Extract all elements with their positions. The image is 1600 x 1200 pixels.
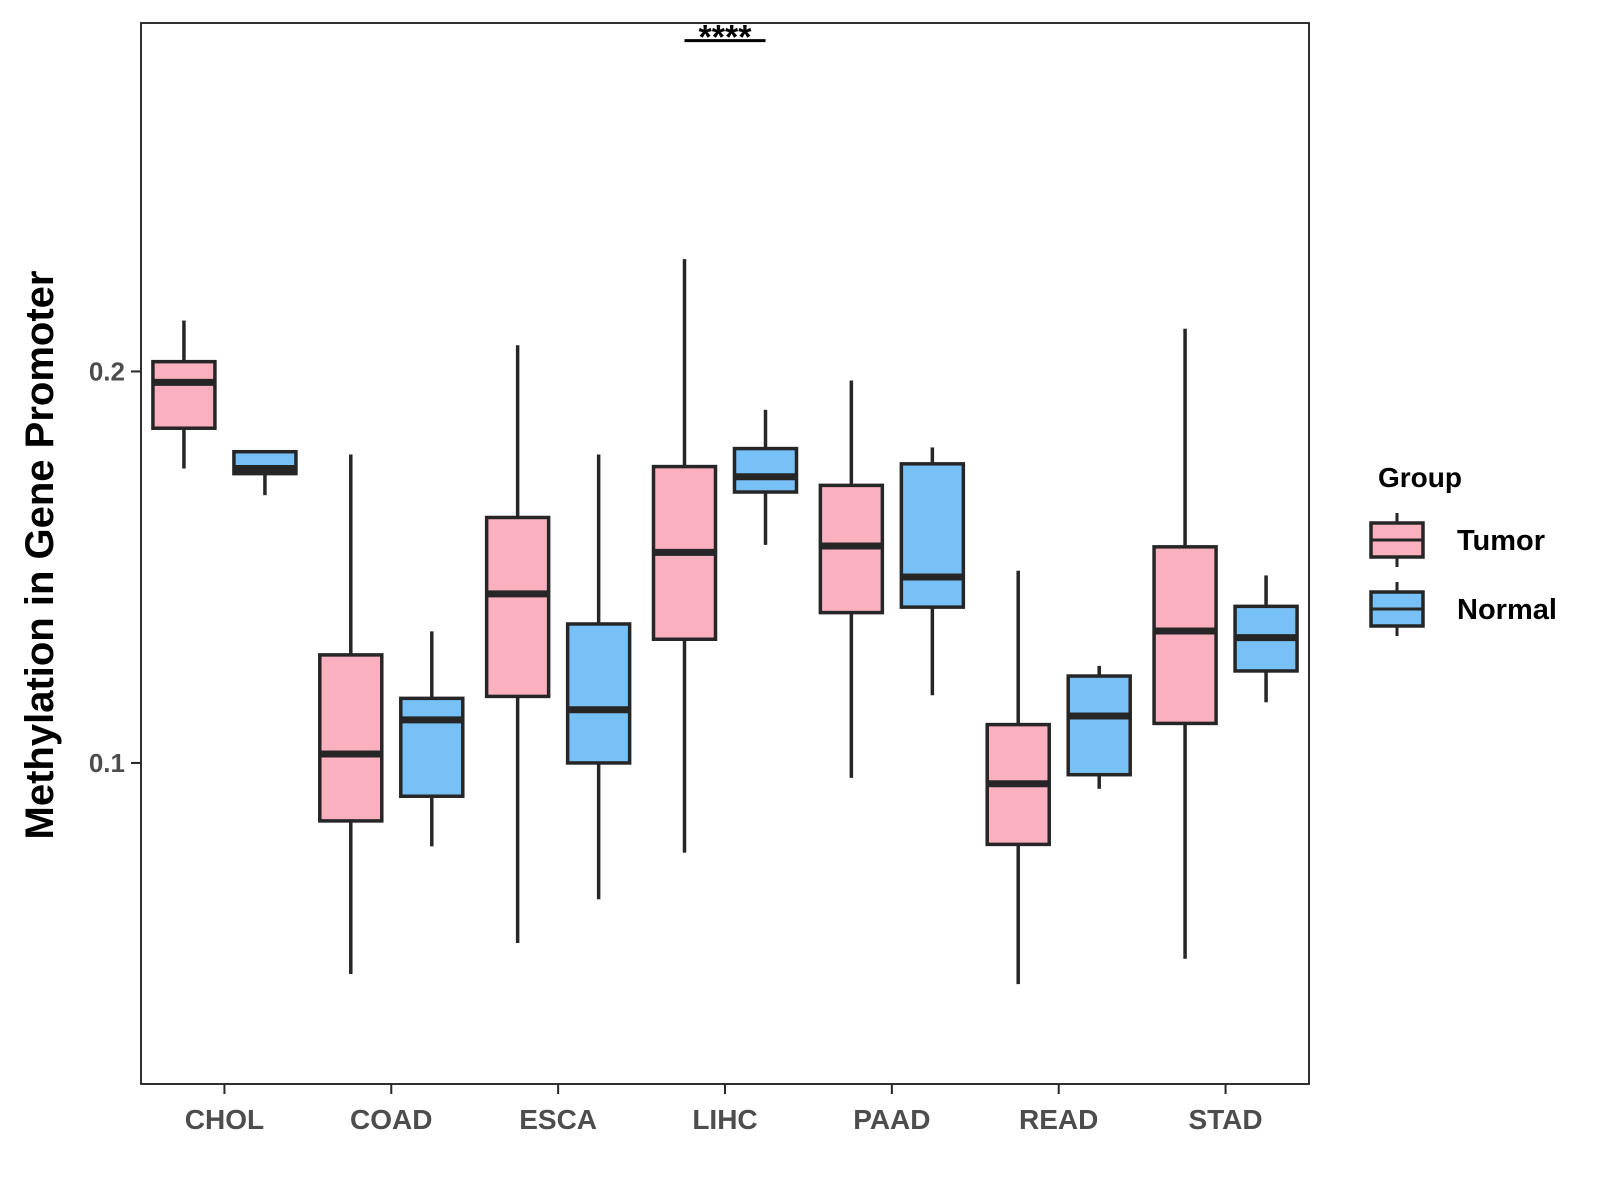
box-normal-read: [1066, 665, 1132, 789]
box-iqr: [318, 653, 384, 823]
x-tick-label-stad: STAD: [1188, 1104, 1262, 1135]
x-tick-label-coad: COAD: [350, 1104, 432, 1135]
box-normal-paad: [899, 447, 966, 696]
legend-label: Tumor: [1457, 525, 1545, 557]
y-tick-label: 0.1: [89, 748, 125, 778]
box-normal-lihc: [732, 409, 799, 545]
box-normal-stad: [1233, 575, 1299, 703]
box-normal-esca: [565, 454, 632, 900]
box-tumor-coad: [318, 454, 384, 974]
box-iqr: [1152, 545, 1218, 726]
box-normal-chol: [232, 449, 298, 496]
box-iqr: [484, 515, 551, 699]
legend-title: Group: [1378, 462, 1462, 493]
legend-label: Normal: [1457, 594, 1557, 626]
significance-label: ****: [699, 19, 753, 57]
box-tumor-paad: [818, 380, 885, 778]
legend-item-tumor: Tumor: [1369, 513, 1545, 567]
box-iqr: [151, 359, 217, 430]
box-series-group: [151, 259, 1299, 985]
x-tick-label-chol: CHOL: [185, 1104, 264, 1135]
box-iqr: [899, 462, 966, 609]
box-iqr: [399, 696, 465, 798]
x-tick-label-paad: PAAD: [853, 1104, 930, 1135]
y-axis: 0.1 0.2: [89, 356, 141, 778]
y-tick-label: 0.2: [89, 356, 125, 386]
box-tumor-read: [985, 570, 1051, 985]
box-normal-coad: [399, 631, 465, 847]
box-tumor-chol: [151, 320, 217, 469]
x-tick-label-read: READ: [1019, 1104, 1098, 1135]
legend: Group Tumor Normal: [1369, 462, 1557, 636]
legend-item-normal: Normal: [1369, 582, 1557, 636]
box-tumor-lihc: [651, 259, 718, 853]
y-axis-title: Methylation in Gene Promoter: [18, 271, 62, 840]
box-tumor-stad: [1152, 328, 1218, 959]
x-tick-label-lihc: LIHC: [692, 1104, 757, 1135]
box-iqr: [732, 446, 799, 494]
box-iqr: [1066, 674, 1132, 777]
significance-annotations: ****: [684, 19, 766, 57]
x-axis: CHOL COAD ESCA LIHC PAAD READ STAD: [185, 1084, 1263, 1135]
box-tumor-esca: [484, 345, 551, 944]
box-iqr: [565, 622, 632, 765]
x-tick-label-esca: ESCA: [519, 1104, 597, 1135]
